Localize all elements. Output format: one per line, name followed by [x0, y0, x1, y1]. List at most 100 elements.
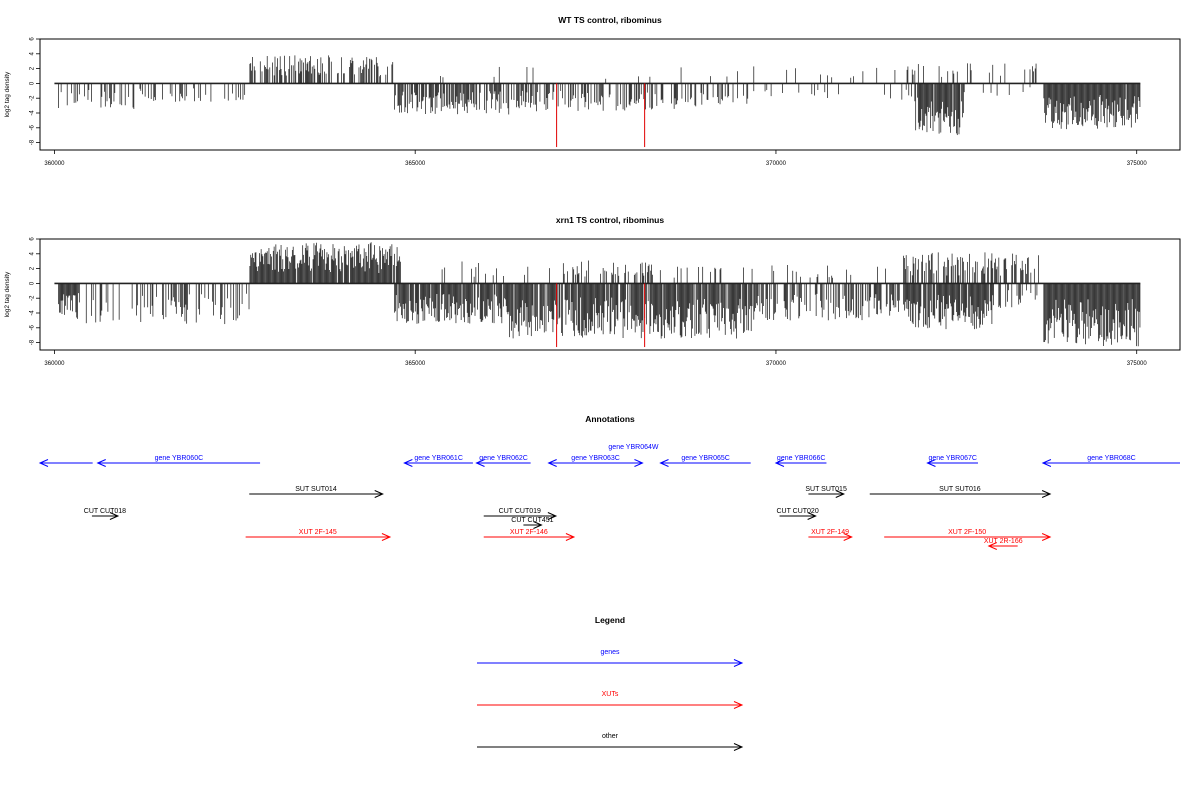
legend-item-xut: XUTs — [477, 691, 744, 709]
legend-label: XUTs — [602, 691, 619, 698]
feature-label: CUT CUT018 — [84, 508, 126, 515]
x-tick-label: 365000 — [405, 361, 426, 367]
y-tick-label: -2 — [30, 95, 36, 101]
feature-xut: XUT 2R-166 — [984, 538, 1023, 550]
feature-gene: gene YBR060C — [96, 455, 261, 467]
feature-label: CUT CUT020 — [776, 508, 818, 515]
y-tick-label: 4 — [30, 251, 36, 255]
feature-other: CUT CUT451 — [511, 517, 554, 529]
feature-gene: gene YBR064W — [608, 444, 659, 467]
density-bars — [58, 242, 1141, 347]
feature-label: gene YBR060C — [155, 455, 204, 462]
feature-arrowhead — [403, 459, 413, 467]
feature-gene: gene YBR062C — [475, 455, 531, 467]
legend-arrowhead — [733, 743, 744, 751]
feature-label: SUT SUT015 — [805, 486, 847, 493]
y-tick-label: -6 — [30, 324, 36, 330]
feature-label: gene YBR062C — [479, 455, 528, 462]
feature-arrowhead — [547, 459, 557, 467]
y-tick-label: 0 — [30, 81, 36, 85]
feature-arrowhead — [634, 459, 644, 467]
feature-gene: gene YBR067C — [926, 455, 978, 467]
feature-label: gene YBR061C — [414, 455, 463, 462]
feature-label: gene YBR063C — [571, 455, 620, 462]
y-tick-label: -4 — [30, 110, 36, 116]
x-tick-label: 370000 — [766, 361, 787, 367]
feature-label: CUT CUT019 — [499, 508, 541, 515]
feature-xut: XUT 2F-150 — [884, 529, 1052, 541]
feature-label: XUT 2F-149 — [811, 529, 849, 536]
y-tick-label: 0 — [30, 281, 36, 285]
feature-other: SUT SUT014 — [249, 486, 384, 498]
legend: Legend genes XUTs other — [477, 615, 744, 751]
feature-gene — [38, 459, 93, 467]
feature-arrowhead — [835, 490, 846, 498]
feature-label: gene YBR068C — [1087, 455, 1136, 462]
legend-title: Legend — [595, 615, 625, 625]
y-tick-label: 2 — [30, 266, 36, 270]
feature-arrowhead — [807, 512, 817, 520]
y-tick-label: -2 — [30, 295, 36, 301]
legend-label: other — [602, 733, 619, 740]
feature-arrowhead — [1041, 459, 1052, 467]
y-tick-label: 6 — [30, 37, 36, 41]
feature-arrowhead — [374, 490, 384, 498]
y-axis-label: log2 tag density — [4, 71, 11, 117]
y-tick-label: 2 — [30, 66, 36, 70]
feature-xut: XUT 2F-146 — [483, 529, 576, 541]
feature-arrowhead — [109, 512, 120, 520]
feature-arrowhead — [1041, 533, 1052, 541]
feature-xut: XUT 2F-149 — [808, 529, 853, 541]
feature-arrowhead — [774, 459, 785, 467]
feature-arrowhead — [659, 459, 669, 467]
density-bars — [58, 55, 1141, 136]
feature-arrowhead — [987, 542, 997, 550]
plot-frame — [39, 38, 1181, 151]
feature-gene: gene YBR061C — [403, 455, 473, 467]
feature-arrowhead — [1041, 490, 1052, 498]
feature-gene: gene YBR066C — [774, 455, 827, 467]
y-axis-label: log2 tag density — [4, 271, 11, 317]
feature-arrowhead — [926, 459, 936, 467]
legend-item-gene: genes — [477, 649, 744, 667]
feature-arrowhead — [38, 459, 49, 467]
feature-gene: gene YBR065C — [659, 455, 751, 467]
x-tick-label: 365000 — [405, 161, 426, 167]
feature-other: SUT SUT015 — [805, 486, 847, 498]
x-tick-label: 375000 — [1127, 161, 1148, 167]
feature-other: CUT CUT019 — [483, 508, 558, 520]
feature-label: gene YBR067C — [928, 455, 977, 462]
legend-arrowhead — [733, 701, 744, 709]
feature-label: gene YBR065C — [681, 455, 730, 462]
y-tick-label: -8 — [30, 339, 36, 345]
y-tick-label: 6 — [30, 237, 36, 241]
feature-arrowhead — [96, 459, 106, 467]
feature-label: XUT 2F-150 — [948, 529, 986, 536]
plot-frame — [39, 238, 1181, 351]
y-tick-label: -6 — [30, 124, 36, 130]
feature-label: gene YBR066C — [777, 455, 826, 462]
annotations-track: Annotations gene YBR060C gene YBR061C gene … — [38, 414, 1180, 550]
feature-arrowhead — [565, 533, 576, 541]
feature-xut: XUT 2F-145 — [245, 529, 392, 541]
chart-panel-1: WT TS control, ribominus log2 tag density… — [4, 15, 1181, 167]
feature-label: XUT 2F-145 — [299, 529, 337, 536]
chart-panel-2: xrn1 TS control, ribominus log2 tag densi… — [4, 215, 1181, 367]
legend-arrowhead — [733, 659, 744, 667]
y-tick-label: -8 — [30, 139, 36, 145]
feature-label: XUT 2R-166 — [984, 538, 1023, 545]
y-tick-label: 4 — [30, 51, 36, 55]
x-tick-label: 360000 — [44, 161, 65, 167]
x-tick-label: 360000 — [44, 361, 65, 367]
y-tick-label: -4 — [30, 310, 36, 316]
chart-title: WT TS control, ribominus — [558, 15, 662, 25]
x-tick-label: 375000 — [1127, 361, 1148, 367]
feature-arrowhead — [533, 521, 543, 529]
feature-other: CUT CUT020 — [776, 508, 819, 520]
feature-label: SUT SUT014 — [295, 486, 337, 493]
feature-gene: gene YBR063C — [547, 455, 643, 467]
feature-arrowhead — [843, 533, 853, 541]
chart-title: xrn1 TS control, ribominus — [556, 215, 664, 225]
